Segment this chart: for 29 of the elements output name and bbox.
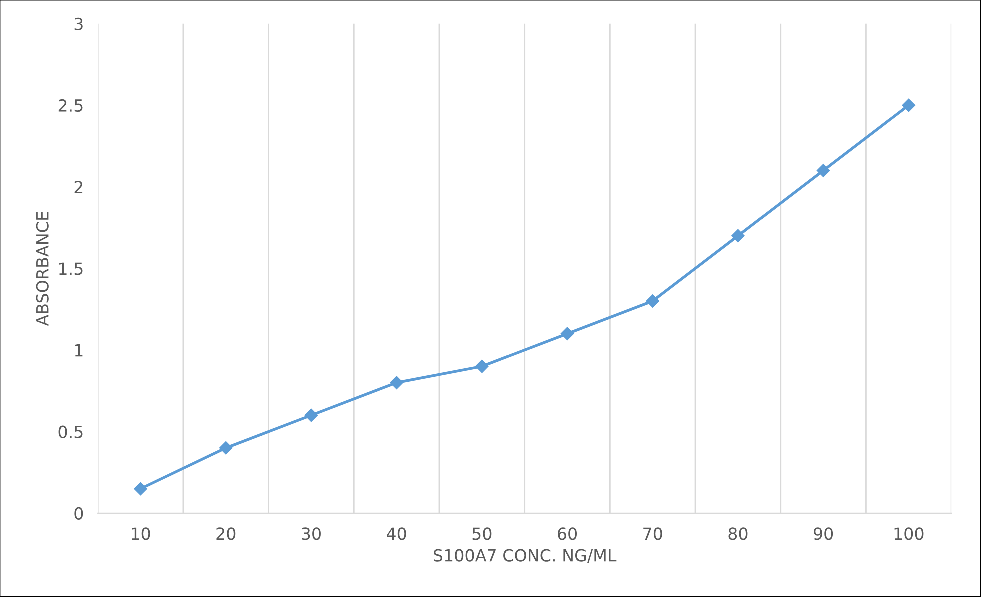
y-tick-label: 0 xyxy=(74,507,84,520)
y-tick-label: 2.5 xyxy=(58,99,83,112)
y-tick-label: 1 xyxy=(75,344,83,357)
x-tick-label: 20 xyxy=(216,528,236,540)
y-tick-label: 3 xyxy=(74,18,83,30)
point xyxy=(646,294,660,308)
point xyxy=(560,327,574,341)
x-tick-label: 100 xyxy=(894,528,924,540)
x-tick-label: 50 xyxy=(472,528,492,540)
x-tick-label: 40 xyxy=(387,528,406,540)
point xyxy=(220,442,233,455)
x-tick-label: 10 xyxy=(132,528,150,540)
y-tick-label: 0.5 xyxy=(58,426,83,438)
x-tick-label: 30 xyxy=(302,528,321,540)
x-tick-label: 60 xyxy=(558,528,578,540)
y-axis-title: ABSORBANCE xyxy=(36,212,49,326)
point xyxy=(476,360,489,374)
x-tick-label: 70 xyxy=(644,528,662,540)
x-tick-label: 80 xyxy=(728,528,748,540)
point xyxy=(902,98,916,112)
x-axis-title: S100A7 CONC. NG/ML xyxy=(434,549,617,564)
y-tick-label: 2 xyxy=(74,181,83,194)
point xyxy=(390,376,404,390)
point xyxy=(816,164,830,178)
point xyxy=(304,408,318,422)
point xyxy=(732,229,745,243)
point xyxy=(134,482,148,496)
y-tick-label: 1.5 xyxy=(60,262,83,276)
x-tick-label: 90 xyxy=(814,528,834,540)
